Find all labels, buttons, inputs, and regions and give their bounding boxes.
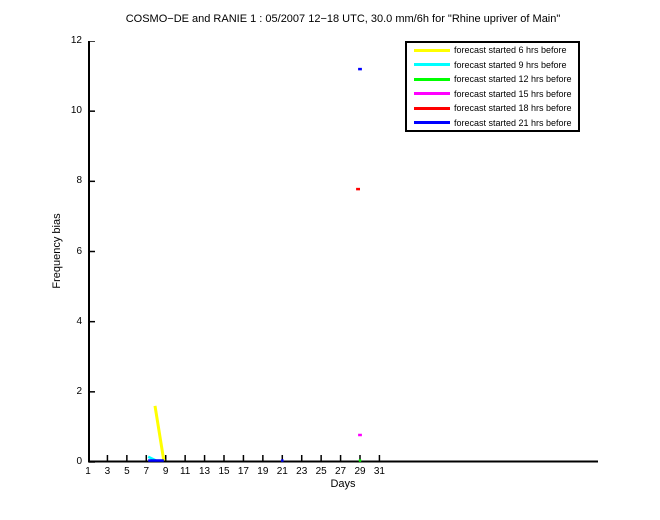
x-tick-label: 1 — [85, 466, 91, 477]
y-tick-label: 8 — [76, 175, 82, 187]
legend-line-swatch — [414, 63, 450, 67]
x-axis-label: Days — [330, 478, 356, 490]
plot-canvas — [88, 41, 598, 463]
y-tick-label: 2 — [76, 385, 82, 397]
x-tick-label: 7 — [143, 466, 150, 477]
chart-title: COSMO−DE and RANIE 1 : 05/2007 12−18 UTC… — [125, 13, 561, 25]
x-tick-label: 3 — [104, 466, 111, 477]
legend-label: forecast started 6 hrs before — [454, 45, 567, 56]
y-tick-label: 12 — [70, 35, 82, 46]
legend-label: forecast started 12 hrs before — [454, 74, 572, 85]
x-tick-label: 11 — [179, 466, 191, 477]
y-tick-label: 10 — [70, 105, 82, 117]
x-tick-label: 25 — [315, 466, 327, 477]
x-tick-label: 29 — [354, 466, 366, 477]
legend-label: forecast started 18 hrs before — [454, 103, 572, 114]
legend-line-swatch — [414, 121, 450, 125]
legend-line-swatch — [414, 77, 450, 81]
series-line-1 — [153, 405, 166, 461]
legend: forecast started 6 hrs before forecast st… — [405, 41, 580, 132]
x-tick-label: 15 — [218, 466, 230, 477]
y-tick-label: 0 — [76, 456, 82, 467]
x-tick-label: 5 — [124, 466, 130, 477]
x-tick-label: 17 — [237, 466, 249, 477]
x-tick-label: 21 — [276, 466, 288, 477]
legend-item: forecast started 6 hrs before — [407, 43, 578, 58]
x-tick-label: 9 — [162, 466, 169, 477]
y-tick-label: 4 — [76, 315, 82, 327]
legend-label: forecast started 9 hrs before — [454, 59, 567, 70]
x-tick-label: 27 — [335, 466, 347, 477]
legend-item: forecast started 21 hrs before — [407, 116, 578, 131]
x-tick-label: 13 — [199, 466, 211, 477]
legend-line-swatch — [414, 92, 450, 96]
legend-line-swatch — [414, 48, 450, 52]
x-tick-label: 31 — [373, 466, 385, 477]
legend-label: forecast started 15 hrs before — [454, 88, 572, 99]
legend-item: forecast started 9 hrs before — [407, 58, 578, 73]
legend-item: forecast started 18 hrs before — [407, 101, 578, 116]
plot-area — [88, 41, 598, 463]
legend-item: forecast started 12 hrs before — [407, 72, 578, 87]
legend-item: forecast started 15 hrs before — [407, 87, 578, 102]
y-tick-label: 6 — [76, 245, 82, 257]
x-tick-label: 19 — [257, 466, 269, 477]
legend-label: forecast started 21 hrs before — [454, 117, 572, 128]
legend-line-swatch — [414, 106, 450, 110]
x-tick-label: 23 — [296, 466, 308, 477]
